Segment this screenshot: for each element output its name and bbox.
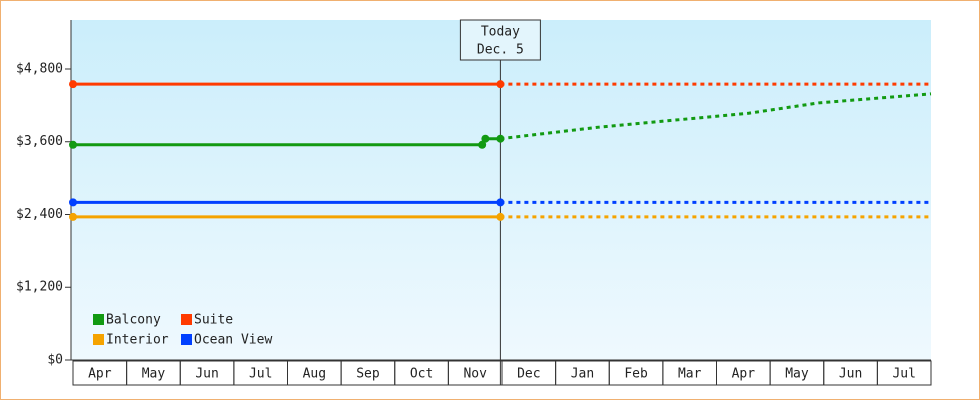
y-tick-label: $1,200	[16, 280, 63, 295]
legend-swatch	[93, 314, 104, 325]
point	[478, 140, 487, 149]
x-tick-label: Jul	[892, 367, 915, 382]
point	[69, 140, 77, 149]
legend-label: Suite	[194, 313, 233, 328]
x-tick-label: Sep	[356, 367, 380, 382]
today-box	[459, 19, 541, 61]
y-tick-label: $0	[47, 353, 63, 368]
x-tick-label: Apr	[732, 367, 756, 382]
plot-area	[71, 20, 931, 360]
point	[496, 198, 505, 207]
x-tick-label: May	[785, 367, 809, 382]
x-tick-label: Nov	[463, 367, 487, 382]
point	[496, 80, 505, 89]
x-tick-label: May	[142, 367, 166, 382]
y-tick-label: $2,400	[16, 207, 63, 222]
point	[69, 80, 77, 89]
y-tick-label: $4,800	[16, 61, 63, 76]
today-label: Today	[481, 25, 520, 40]
x-tick-label: Jan	[571, 367, 594, 382]
legend-label: Ocean View	[194, 333, 272, 348]
y-tick-label: $3,600	[16, 134, 63, 149]
x-category-cell	[876, 360, 932, 386]
x-tick-label: Aug	[303, 367, 326, 382]
legend-swatch	[93, 334, 104, 345]
point	[496, 134, 505, 143]
x-tick-label: Jun	[839, 367, 862, 382]
point	[69, 212, 77, 221]
x-tick-label: Mar	[678, 367, 702, 382]
x-tick-label: Jul	[249, 367, 272, 382]
forecast-line	[500, 92, 932, 141]
x-tick-label: Oct	[410, 367, 433, 382]
x-tick-label: Feb	[624, 367, 648, 382]
today-label: Dec. 5	[477, 43, 524, 58]
legend-label: Interior	[106, 333, 169, 348]
x-tick-label: Apr	[88, 367, 112, 382]
legend-swatch	[181, 334, 192, 345]
legend-label: Balcony	[106, 313, 161, 328]
point	[69, 198, 77, 207]
x-tick-label: Dec	[517, 367, 540, 382]
point	[496, 212, 505, 221]
point	[481, 134, 490, 143]
legend-swatch	[181, 314, 192, 325]
x-tick-label: Jun	[195, 367, 218, 382]
